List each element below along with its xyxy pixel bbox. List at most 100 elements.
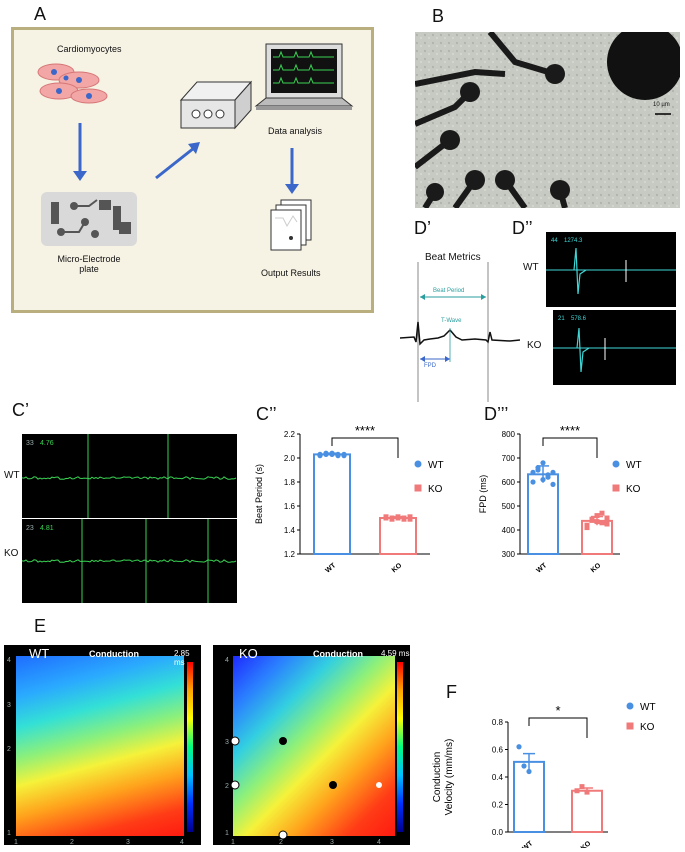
bar-ko: [379, 517, 417, 555]
panel-letter-a: A: [34, 4, 47, 24]
y-tick-label: 300: [502, 550, 516, 559]
legend-ko-marker: [626, 722, 634, 730]
y-tick-label: 1.2: [284, 550, 296, 559]
significance-stars: ****: [560, 423, 580, 438]
svg-text:4: 4: [7, 657, 11, 664]
svg-text:1: 1: [14, 839, 18, 845]
data-point: [407, 514, 413, 520]
y-axis-label-line2: Velocity (mm/ms): [444, 739, 455, 816]
d2-wt-idx: 44: [551, 238, 558, 244]
svg-text:2: 2: [70, 839, 74, 845]
fpd-label: FPD: [424, 363, 436, 369]
data-point: [323, 450, 329, 456]
x-tick-label: KO: [391, 562, 404, 574]
y-tick-label: 2.0: [284, 454, 296, 463]
mea-plate-label: Micro-Electrode plate: [57, 254, 121, 274]
data-point: [329, 451, 335, 457]
panel-letter-d1: D’: [414, 218, 431, 238]
data-point: [574, 788, 580, 794]
conduction-velocity-chart: 0.0 0.2 0.4 0.6 0.8 Conduction Velocity (mm/ms…: [432, 702, 656, 848]
data-point: [535, 465, 541, 471]
micrograph-image: 10 µm: [415, 32, 680, 208]
y-tick-label: 1.4: [284, 526, 296, 535]
bar-wt: [313, 453, 351, 555]
y-tick-label: 0.2: [492, 801, 504, 810]
beat-metrics-title: Beat Metrics: [425, 252, 481, 263]
c1-ko-label: KO: [4, 548, 19, 559]
panel-a-frame: Cardiomyocytes Micro-Electrode plate: [11, 27, 374, 313]
data-point: [401, 516, 407, 522]
data-analysis-label: Data analysis: [268, 126, 323, 136]
t-wave-label: T-Wave: [441, 318, 462, 324]
d2-wt-trace: 44 1274.3: [546, 232, 676, 307]
data-point: [521, 763, 527, 769]
svg-text:3: 3: [330, 839, 334, 845]
data-point: [540, 477, 546, 483]
d2-ko-idx: 21: [558, 316, 565, 322]
legend-wt-label: WT: [428, 460, 444, 471]
c1-wt-idx: 33: [26, 440, 34, 447]
data-point: [341, 451, 347, 457]
output-results-label: Output Results: [261, 268, 321, 278]
e-ko-title: Conduction: [313, 649, 363, 659]
legend-ko-marker: [414, 484, 422, 492]
c1-wt-trace: 33 4.76: [21, 434, 237, 518]
data-point: [530, 469, 536, 475]
data-point: [589, 516, 595, 522]
x-tick-label: KO: [590, 562, 603, 574]
data-point: [594, 513, 600, 519]
data-point: [526, 768, 532, 775]
panel-letter-c2: C’’: [256, 404, 277, 424]
documents-icon: [270, 199, 312, 251]
amplifier-box-icon: [179, 80, 253, 130]
y-tick-label: 0.8: [492, 718, 504, 727]
svg-text:1: 1: [225, 830, 229, 837]
y-tick-label: 1.8: [284, 478, 296, 487]
panel-letter-c1: C’: [12, 400, 29, 420]
cardiomyocytes-icon: [37, 63, 108, 104]
y-tick-label: 700: [502, 454, 516, 463]
significance-bracket: [542, 437, 598, 458]
data-point: [389, 515, 395, 521]
panel-letter-d2: D’’: [512, 218, 533, 238]
data-point: [317, 451, 323, 457]
svg-text:3: 3: [7, 702, 11, 709]
legend-ko-marker: [612, 484, 620, 492]
beat-metrics-diagram: [400, 262, 520, 402]
c1-wt-val: 4.76: [40, 440, 54, 447]
arrow-down-icon: [73, 123, 87, 181]
data-point: [545, 472, 551, 478]
panel-letter-d3: D’’’: [484, 404, 509, 424]
x-tick-label: WT: [521, 840, 534, 848]
e-ko-label: KO: [239, 646, 258, 661]
y-tick-label: 0.6: [492, 746, 504, 755]
d2-ko-val: 578.6: [571, 316, 587, 322]
data-point: [584, 525, 590, 531]
panel-letter-f: F: [446, 682, 457, 702]
x-tick-label: KO: [580, 840, 593, 848]
e-wt-label: WT: [29, 646, 50, 661]
y-tick-label: 400: [502, 526, 516, 535]
svg-text:4: 4: [180, 839, 184, 845]
e-ko-max: 4.59 ms: [381, 649, 410, 658]
c1-ko-val: 4.81: [40, 525, 54, 532]
data-point: [604, 521, 610, 527]
y-axis-label: FPD (ms): [478, 475, 488, 514]
y-tick-label: 600: [502, 478, 516, 487]
data-point: [594, 519, 600, 525]
legend-ko-label: KO: [640, 722, 655, 733]
data-point: [599, 520, 605, 526]
arrow-down-icon-2: [285, 148, 299, 194]
svg-text:3: 3: [225, 739, 229, 746]
e-wt-title: Conduction: [89, 649, 139, 659]
significance-stars: ****: [355, 423, 375, 438]
svg-text:1: 1: [7, 830, 11, 837]
beat-period-chart: 1.2 1.4 1.6 1.8 2.0 2.2 Beat Period (s) WT KO ***…: [254, 423, 444, 575]
svg-text:3: 3: [126, 839, 130, 845]
d2-ko-label: KO: [527, 340, 542, 351]
cardiomyocytes-label: Cardiomyocytes: [57, 44, 122, 54]
legend-wt-marker: [626, 702, 634, 710]
y-tick-label: 2.2: [284, 430, 296, 439]
y-tick-label: 500: [502, 502, 516, 511]
ko-heatmap: [233, 656, 395, 836]
